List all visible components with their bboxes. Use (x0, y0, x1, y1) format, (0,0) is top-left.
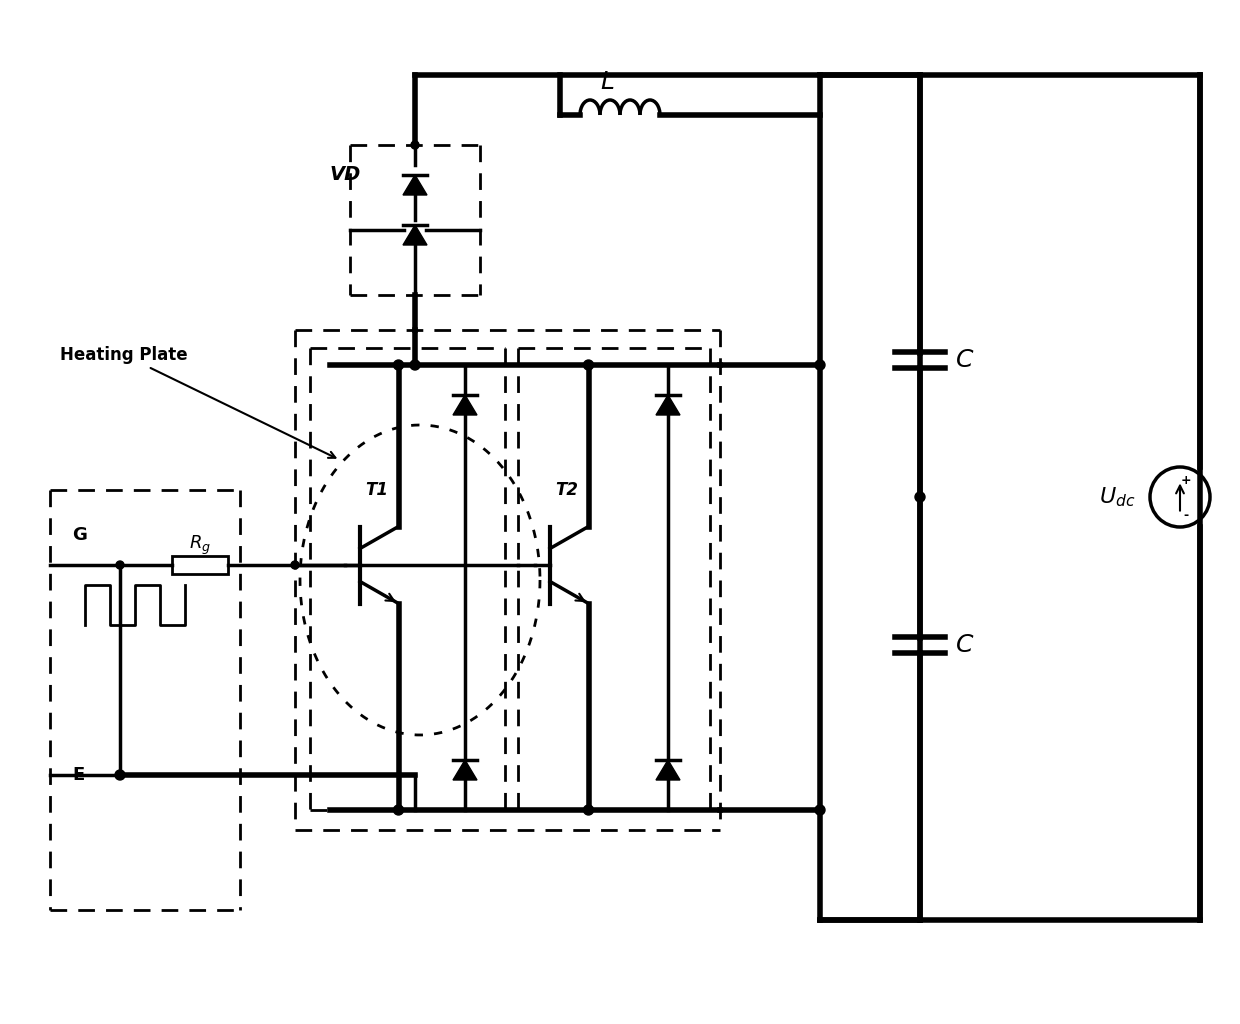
Text: T1: T1 (365, 481, 388, 499)
Text: $U_{dc}$: $U_{dc}$ (1099, 485, 1135, 509)
Text: $C$: $C$ (955, 633, 975, 657)
FancyBboxPatch shape (172, 556, 228, 574)
Circle shape (584, 805, 594, 815)
Text: +: + (1180, 474, 1192, 487)
Text: VD: VD (330, 166, 361, 184)
Polygon shape (453, 760, 477, 780)
Text: E: E (72, 766, 84, 784)
Text: -: - (1183, 509, 1189, 521)
Polygon shape (403, 225, 427, 245)
Circle shape (815, 805, 825, 815)
Circle shape (410, 141, 419, 150)
Circle shape (115, 770, 125, 780)
Polygon shape (453, 395, 477, 415)
Circle shape (815, 360, 825, 370)
Polygon shape (656, 760, 680, 780)
Text: $C$: $C$ (955, 348, 975, 372)
Circle shape (393, 360, 403, 370)
Text: $R_g$: $R_g$ (188, 534, 211, 557)
Circle shape (117, 561, 124, 569)
Circle shape (410, 360, 420, 370)
Text: T2: T2 (556, 481, 578, 499)
Polygon shape (656, 395, 680, 415)
Circle shape (393, 805, 403, 815)
Polygon shape (403, 175, 427, 195)
Text: G: G (72, 526, 87, 544)
Text: $L$: $L$ (600, 70, 615, 94)
Circle shape (915, 492, 925, 502)
Circle shape (291, 561, 299, 569)
Text: Heating Plate: Heating Plate (60, 346, 335, 458)
Circle shape (584, 360, 594, 370)
